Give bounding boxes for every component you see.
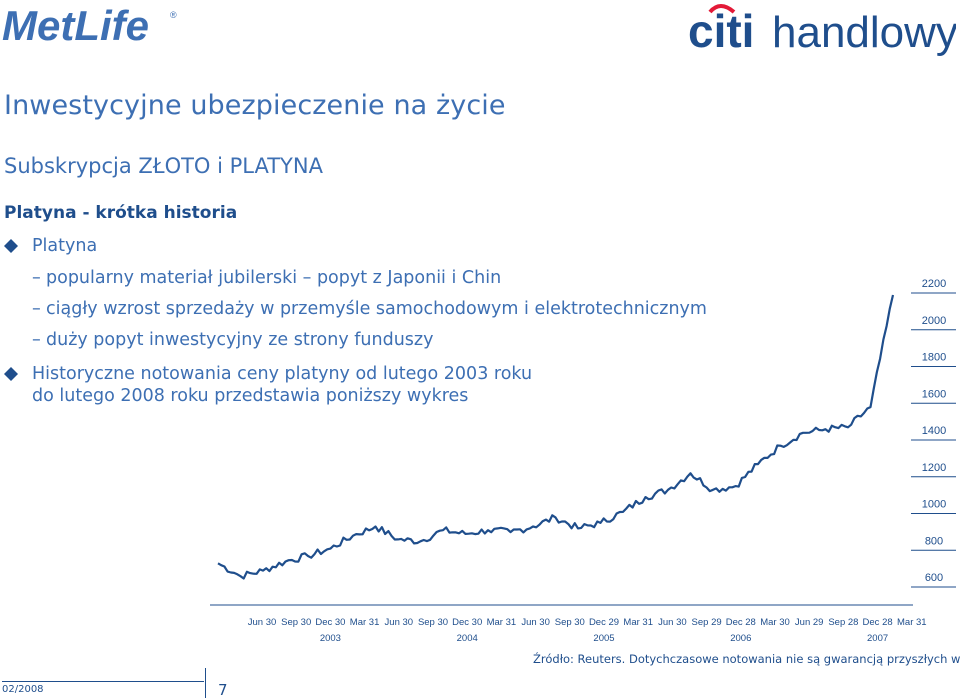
x-year-label: 2004 [457,633,478,644]
x-tick-label: Dec 30 [315,617,345,628]
metlife-logo-text: MetLife [2,2,149,46]
y-tick-label: 1200 [922,462,946,474]
y-tick-label: 600 [925,572,943,584]
x-tick-label: Jun 29 [795,617,824,628]
dash-marker: – [32,330,41,350]
x-tick-label: Dec 28 [726,617,756,628]
source-note: Źródło: Reuters. Dotychczasowe notowania… [533,652,960,666]
price-line [217,294,895,580]
diamond-bullet-icon [4,367,18,381]
dash-marker: – [32,268,41,288]
dash-marker: – [32,299,41,319]
y-tick-label: 2200 [922,278,946,290]
x-tick-label: Jun 30 [521,617,550,628]
footer-date: 02/2008 [2,684,44,695]
x-tick-label: Mar 30 [760,617,790,628]
x-tick-label: Sep 29 [692,617,722,628]
x-tick-label: Mar 31 [623,617,653,628]
y-tick-label: 1000 [922,499,946,511]
y-tick-label: 1800 [922,352,946,364]
x-tick-label: Mar 31 [897,617,927,628]
diamond-bullet-icon [4,239,18,253]
x-tick-label: Dec 30 [452,617,482,628]
y-tick-label: 2000 [922,315,946,327]
footer-vertical-divider [205,668,206,698]
x-tick-label: Mar 31 [350,617,380,628]
y-tick-label: 1400 [922,425,946,437]
x-tick-label: Sep 28 [828,617,858,628]
x-tick-label: Mar 31 [487,617,517,628]
x-tick-label: Jun 30 [385,617,414,628]
x-year-label: 2005 [593,633,614,644]
page-title: Inwestycyjne ubezpieczenie na życie [4,90,506,121]
x-year-label: 2007 [867,633,888,644]
x-tick-label: Jun 30 [658,617,687,628]
x-tick-label: Sep 30 [281,617,311,628]
x-tick-label: Sep 30 [418,617,448,628]
handlowy-logo-text: handlowy [772,8,956,56]
metlife-logo: MetLife ® [2,2,177,46]
citi-logo-text: citi [688,5,754,56]
svg-text:®: ® [170,10,177,20]
footer-divider [2,681,204,682]
x-year-label: 2006 [730,633,751,644]
sub-bullet-funds: duży popyt inwestycyjny ze strony fundus… [46,330,434,350]
x-tick-label: Sep 30 [555,617,585,628]
bullet-platyna: Platyna [32,236,98,256]
x-axis: Jun 30 Sep 30 Dec 30 Mar 31 Jun 30 Sep 30 Dec … [210,604,927,644]
y-tick-label: 800 [925,535,943,547]
subtitle: Subskrypcja ZŁOTO i PLATYNA [4,154,323,178]
sub-bullet-jewelry: popularny materiał jubilerski – popyt z … [46,268,502,288]
y-axis: 600 800 1000 1200 1400 1600 1800 2000 2200 [911,278,956,588]
x-tick-label: Jun 30 [248,617,277,628]
page-number: 7 [218,681,228,699]
y-tick-label: 1600 [922,388,946,400]
x-tick-label: Dec 29 [589,617,619,628]
bullet-history-line1: Historyczne notowania ceny platyny od lu… [32,364,533,384]
section-title: Platyna - krótka historia [4,203,238,223]
sub-bullet-automotive: ciągły wzrost sprzedaży w przemyśle samo… [46,299,707,319]
x-tick-label: Dec 28 [863,617,893,628]
x-year-label: 2003 [320,633,341,644]
citi-handlowy-logo: citi handlowy [688,4,956,56]
bullet-history-line2: do lutego 2008 roku przedstawia poniższy… [32,386,469,406]
